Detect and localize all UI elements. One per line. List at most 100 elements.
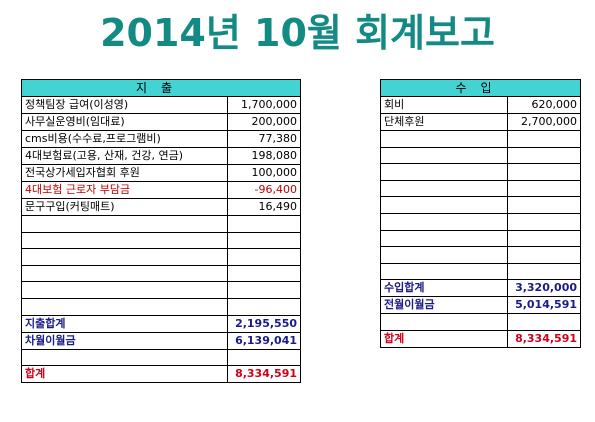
empty-cell <box>21 231 228 250</box>
empty-cell <box>507 212 581 231</box>
total-row: 합계 8,334,591 <box>380 329 581 348</box>
expense-subtotal-label: 지출합계 <box>21 314 228 333</box>
empty-cell <box>21 348 228 367</box>
expense-item-label: 문구구입(커팅매트) <box>21 198 228 216</box>
empty-row <box>380 246 581 264</box>
empty-cell <box>380 196 508 214</box>
empty-row <box>380 196 581 214</box>
expense-subtotal-amount: 2,195,550 <box>227 314 301 333</box>
income-carryover-amount: 5,014,591 <box>507 296 581 315</box>
empty-cell <box>21 297 228 316</box>
income-item-label: 회비 <box>380 96 508 114</box>
empty-cell <box>507 246 581 264</box>
expense-item-amount: 100,000 <box>227 164 301 182</box>
empty-cell <box>227 348 301 367</box>
empty-cell <box>21 281 228 299</box>
income-header: 수입 <box>380 79 581 97</box>
empty-cell <box>227 231 301 250</box>
empty-cell <box>227 264 301 283</box>
empty-cell <box>227 297 301 316</box>
empty-cell <box>380 262 508 281</box>
empty-cell <box>227 281 301 299</box>
empty-cell <box>380 229 508 248</box>
empty-cell <box>507 229 581 248</box>
expense-item-label: cms비용(수수료,프로그램비) <box>21 130 228 148</box>
empty-row <box>21 248 301 266</box>
income-item-amount: 2,700,000 <box>507 113 581 131</box>
income-carryover-label: 전월이월금 <box>380 296 508 315</box>
empty-cell <box>507 130 581 148</box>
expense-total-label: 합계 <box>21 365 228 384</box>
empty-cell <box>507 196 581 214</box>
income-table: 수입 회비 620,000 단체후원 2,700,000 수입합계 3,320,… <box>380 79 581 348</box>
empty-row <box>380 212 581 231</box>
empty-row <box>21 281 301 299</box>
empty-cell <box>380 130 508 148</box>
empty-cell <box>380 163 508 181</box>
carryover-row: 전월이월금 5,014,591 <box>380 296 581 315</box>
empty-row <box>380 313 581 331</box>
income-subtotal-amount: 3,320,000 <box>507 279 581 298</box>
expense-item-label: 사무실운영비(임대료) <box>21 113 228 131</box>
table-row: cms비용(수수료,프로그램비) 77,380 <box>21 130 301 148</box>
empty-cell <box>380 179 508 198</box>
table-row: 4대보험료(고용, 산재, 건강, 연금) 198,080 <box>21 147 301 165</box>
empty-cell <box>507 146 581 165</box>
table-row: 정책팀장 급여(이성영) 1,700,000 <box>21 96 301 114</box>
empty-row <box>380 179 581 198</box>
expense-item-amount: -96,400 <box>227 181 301 199</box>
expense-item-amount: 16,490 <box>227 198 301 216</box>
empty-cell <box>507 262 581 281</box>
empty-cell <box>380 212 508 231</box>
income-subtotal-label: 수입합계 <box>380 279 508 298</box>
empty-row <box>21 297 301 316</box>
table-row: 단체후원 2,700,000 <box>380 113 581 131</box>
expense-item-amount: 198,080 <box>227 147 301 165</box>
empty-row <box>21 215 301 233</box>
income-item-amount: 620,000 <box>507 96 581 114</box>
expense-item-label: 전국상가세입자협회 후원 <box>21 164 228 182</box>
expense-table: 지출 정책팀장 급여(이성영) 1,700,000 사무실운영비(임대료) 20… <box>21 79 301 384</box>
expense-carryover-label: 차월이월금 <box>21 331 228 350</box>
empty-cell <box>507 313 581 331</box>
expense-item-amount: 77,380 <box>227 130 301 148</box>
empty-cell <box>507 179 581 198</box>
empty-row <box>21 264 301 283</box>
table-row: 4대보험 근로자 부담금 -96,400 <box>21 181 301 199</box>
table-row: 회비 620,000 <box>380 96 581 114</box>
empty-row <box>21 231 301 250</box>
expense-total-amount: 8,334,591 <box>227 365 301 384</box>
empty-row <box>380 262 581 281</box>
expense-header: 지출 <box>21 79 301 97</box>
expense-item-label: 4대보험료(고용, 산재, 건강, 연금) <box>21 147 228 165</box>
income-total-amount: 8,334,591 <box>507 329 581 348</box>
total-row: 합계 8,334,591 <box>21 365 301 384</box>
empty-row <box>380 130 581 148</box>
subtotal-row: 지출합계 2,195,550 <box>21 314 301 333</box>
table-row: 사무실운영비(임대료) 200,000 <box>21 113 301 131</box>
empty-cell <box>21 264 228 283</box>
report-title: 2014년 10월 회계보고 <box>100 11 495 55</box>
empty-cell <box>21 215 228 233</box>
expense-item-label: 4대보험 근로자 부담금 <box>21 181 228 199</box>
empty-row <box>380 229 581 248</box>
expense-item-amount: 1,700,000 <box>227 96 301 114</box>
empty-cell <box>380 313 508 331</box>
empty-row <box>21 348 301 367</box>
empty-cell <box>380 246 508 264</box>
empty-cell <box>227 248 301 266</box>
income-item-label: 단체후원 <box>380 113 508 131</box>
empty-cell <box>380 146 508 165</box>
empty-row <box>380 146 581 165</box>
empty-cell <box>227 215 301 233</box>
table-row: 문구구입(커팅매트) 16,490 <box>21 198 301 216</box>
empty-cell <box>507 163 581 181</box>
subtotal-row: 수입합계 3,320,000 <box>380 279 581 298</box>
empty-row <box>380 163 581 181</box>
expense-item-label: 정책팀장 급여(이성영) <box>21 96 228 114</box>
table-row: 전국상가세입자협회 후원 100,000 <box>21 164 301 182</box>
expense-carryover-amount: 6,139,041 <box>227 331 301 350</box>
expense-item-amount: 200,000 <box>227 113 301 131</box>
carryover-row: 차월이월금 6,139,041 <box>21 331 301 350</box>
income-total-label: 합계 <box>380 329 508 348</box>
